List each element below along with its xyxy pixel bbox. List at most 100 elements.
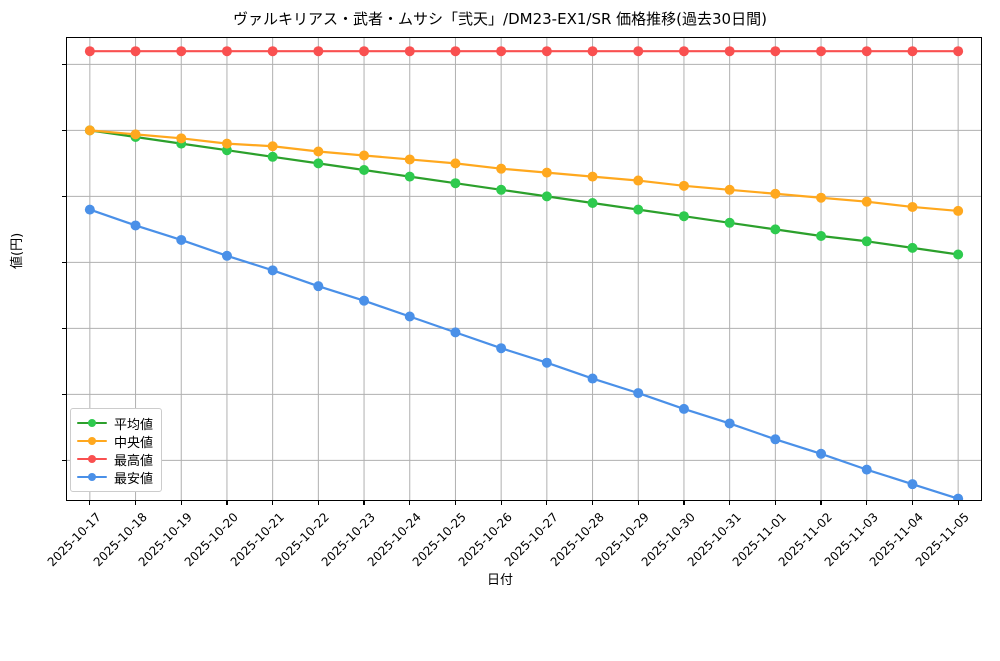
legend-item-3[interactable]: 最安値: [77, 468, 153, 487]
data-point[interactable]: [724, 46, 735, 57]
x-axis-tick-mark: [454, 501, 457, 505]
series-line: [88, 129, 960, 256]
data-point[interactable]: [953, 493, 964, 500]
data-point[interactable]: [816, 231, 827, 241]
data-point[interactable]: [450, 158, 461, 169]
y-axis-tick-mark: [62, 261, 66, 264]
data-point[interactable]: [816, 46, 827, 57]
data-point[interactable]: [678, 403, 689, 414]
x-axis-tick-mark: [546, 501, 548, 505]
data-point[interactable]: [496, 343, 507, 354]
data-point[interactable]: [724, 184, 735, 195]
data-point[interactable]: [861, 236, 872, 247]
legend-item-label: 最高値: [114, 453, 154, 469]
data-point[interactable]: [221, 138, 232, 149]
data-point[interactable]: [633, 46, 644, 57]
data-point[interactable]: [267, 46, 278, 57]
data-point[interactable]: [313, 281, 324, 292]
data-point[interactable]: [907, 46, 918, 57]
data-point[interactable]: [130, 46, 141, 57]
data-point[interactable]: [176, 234, 187, 245]
data-point[interactable]: [816, 448, 827, 459]
data-point[interactable]: [816, 192, 827, 203]
data-point[interactable]: [541, 357, 552, 368]
data-point[interactable]: [496, 46, 507, 57]
x-axis-tick-mark: [637, 501, 639, 505]
data-point[interactable]: [587, 46, 598, 57]
data-point[interactable]: [313, 158, 324, 169]
data-point[interactable]: [313, 46, 324, 57]
data-point[interactable]: [633, 175, 644, 186]
data-point[interactable]: [267, 265, 278, 276]
data-point[interactable]: [404, 171, 415, 182]
data-point[interactable]: [404, 311, 415, 322]
plot-area: [66, 37, 982, 501]
data-point[interactable]: [633, 388, 644, 399]
data-point[interactable]: [953, 205, 964, 216]
data-point[interactable]: [267, 151, 278, 162]
data-point[interactable]: [953, 249, 964, 260]
data-point[interactable]: [861, 196, 872, 207]
data-point[interactable]: [176, 46, 187, 57]
data-point[interactable]: [770, 224, 781, 235]
y-axis-tick-mark: [62, 195, 66, 198]
data-point[interactable]: [359, 295, 370, 306]
data-point[interactable]: [176, 133, 187, 144]
data-point[interactable]: [84, 204, 95, 215]
data-point[interactable]: [678, 211, 689, 222]
data-point[interactable]: [130, 220, 141, 231]
data-point[interactable]: [496, 163, 507, 174]
price-history-chart-figure: ヴァルキリアス・武者・ムサシ「弐天」/DM23-EX1/SR 価格推移(過去30…: [10, 10, 982, 588]
data-point[interactable]: [359, 150, 370, 161]
data-point[interactable]: [907, 201, 918, 212]
data-point[interactable]: [84, 125, 95, 136]
data-point[interactable]: [678, 180, 689, 191]
data-point[interactable]: [541, 191, 552, 202]
data-point[interactable]: [861, 46, 872, 57]
data-point[interactable]: [633, 204, 644, 215]
data-point[interactable]: [724, 418, 735, 429]
data-point[interactable]: [678, 46, 689, 57]
data-point[interactable]: [770, 46, 781, 57]
legend-item-1[interactable]: 中央値: [77, 432, 153, 451]
x-axis-tick-mark: [866, 501, 868, 505]
x-axis-tick-mark: [820, 501, 822, 505]
data-point[interactable]: [541, 46, 552, 57]
data-point[interactable]: [359, 46, 370, 57]
data-point[interactable]: [450, 178, 461, 189]
data-point[interactable]: [130, 129, 141, 140]
legend-item-0[interactable]: 平均値: [77, 414, 153, 433]
data-point[interactable]: [861, 464, 872, 475]
x-axis-tick-mark: [363, 501, 365, 505]
data-point[interactable]: [587, 373, 598, 384]
data-point[interactable]: [496, 184, 507, 195]
data-point[interactable]: [541, 167, 552, 178]
legend-item-2[interactable]: 最高値: [77, 450, 154, 469]
data-point[interactable]: [359, 165, 370, 175]
data-point[interactable]: [313, 146, 324, 157]
legend-swatch-icon: [77, 435, 107, 447]
data-point[interactable]: [953, 46, 964, 57]
data-point[interactable]: [907, 242, 918, 253]
data-point[interactable]: [84, 46, 95, 57]
data-point[interactable]: [221, 46, 232, 57]
data-point[interactable]: [450, 327, 461, 338]
plot-svg: [67, 38, 981, 500]
data-point[interactable]: [907, 479, 918, 490]
data-point[interactable]: [587, 198, 598, 208]
series-0: [84, 125, 964, 260]
data-point[interactable]: [221, 250, 232, 261]
data-point[interactable]: [587, 171, 598, 182]
data-point[interactable]: [724, 217, 735, 228]
data-point[interactable]: [404, 46, 415, 57]
x-axis-tick-mark: [729, 501, 731, 505]
data-point[interactable]: [404, 154, 415, 165]
data-point[interactable]: [770, 434, 781, 445]
data-point[interactable]: [267, 141, 278, 152]
data-point[interactable]: [450, 46, 461, 57]
data-point[interactable]: [770, 188, 781, 199]
series-1: [84, 125, 964, 216]
x-axis-tick-mark: [317, 501, 319, 505]
x-axis-tick-mark: [272, 501, 274, 505]
x-axis-tick-mark: [226, 501, 228, 505]
